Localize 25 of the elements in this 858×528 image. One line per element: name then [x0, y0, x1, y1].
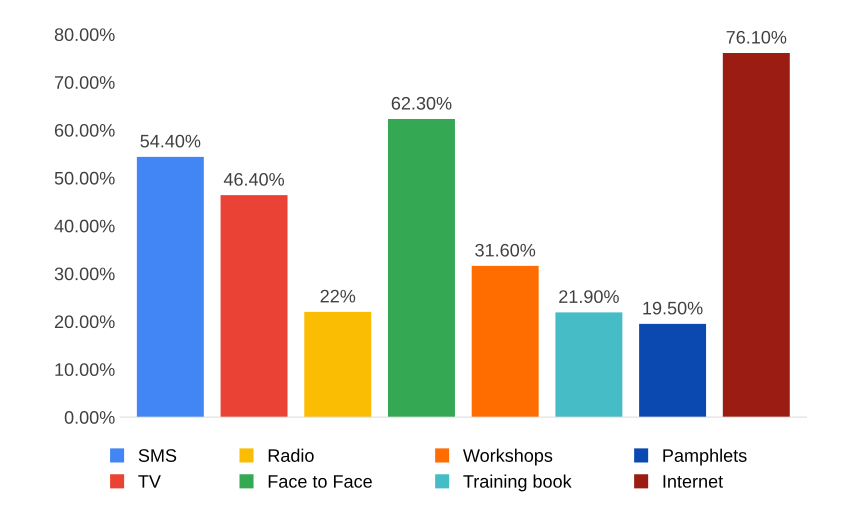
y-tick-label: 30.00%: [54, 268, 115, 280]
data-label: 46.40%: [224, 173, 284, 186]
y-tick-label: 70.00%: [54, 76, 115, 89]
legend-label: Workshops: [462, 448, 552, 466]
data-label: 19.50%: [643, 302, 703, 314]
y-tick-label: 50.00%: [54, 172, 115, 185]
y-tick-label: 80.00%: [54, 28, 115, 42]
data-label: 31.60%: [475, 244, 536, 257]
legend-label: Training book: [463, 474, 572, 492]
data-label: 21.90%: [559, 290, 619, 304]
y-tick-label: 60.00%: [54, 124, 115, 137]
y-tick-label: 40.00%: [54, 220, 115, 232]
y-tick-label: 0.00%: [64, 411, 115, 424]
data-label: 62.30%: [392, 96, 452, 110]
data-label: 54.40%: [140, 134, 200, 148]
legend-label: Face to Face: [268, 475, 372, 488]
legend-label: TV: [138, 475, 161, 488]
legend-label: Pamphlets: [663, 448, 747, 466]
y-tick-label: 10.00%: [55, 363, 115, 376]
y-tick-label: 20.00%: [54, 315, 115, 328]
data-label: 76.10%: [726, 30, 786, 44]
data-label: 22%: [320, 290, 356, 302]
legend-label: SMS: [138, 449, 176, 462]
legend-label: Radio: [268, 448, 314, 462]
legend-label: Internet: [664, 475, 724, 488]
